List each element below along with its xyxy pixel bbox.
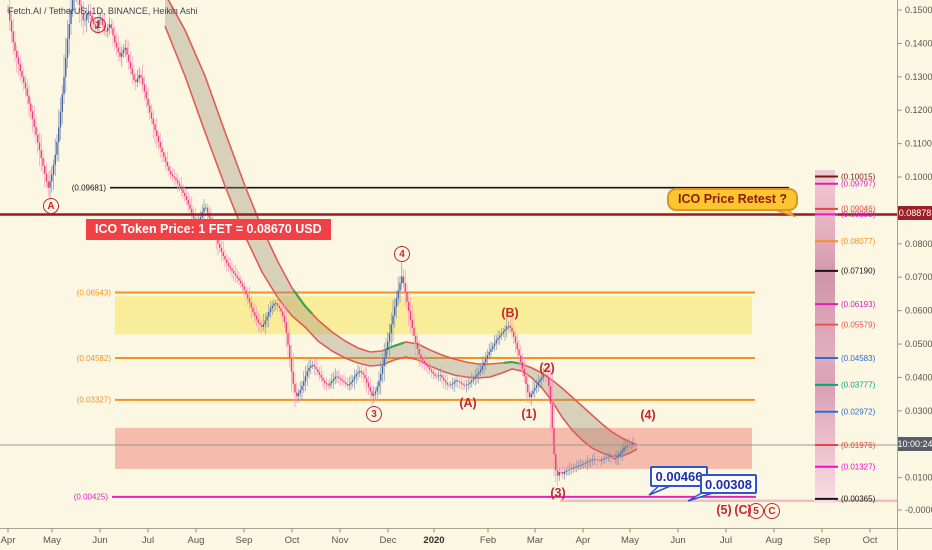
band-line-label: (0.00365) [841,495,876,504]
y-axis-label[interactable]: 0.01000 [905,473,932,483]
level-004582-label: (0.04582) [77,354,112,363]
down-bodies [9,0,636,476]
levels-layer[interactable]: (0.09681) (0.06543) (0.04582) (0.03327) (0.0… [72,183,897,502]
wave-label-5-circled[interactable]: 5 [748,503,764,519]
wave-label-1[interactable]: (1) [521,407,537,421]
ribbon-green-segment [293,290,313,315]
ico-line-axis-price-box: 0.08878 [898,206,932,220]
y-axis-label[interactable]: -0.00000 [905,505,932,515]
band-line-label: (0.08077) [841,237,876,246]
band-line-label: (0.04583) [841,354,876,363]
fib-band [815,170,835,503]
level-003327-label: (0.03327) [77,396,112,405]
x-axis-label[interactable]: Mar [527,535,543,546]
band-line-label: (0.10015) [841,172,876,181]
x-axis-label[interactable]: Jun [92,535,107,546]
band-legend: (0.10015)(0.09797) (0.09046)(0.08880) (0.0… [815,170,876,504]
x-axis-label[interactable]: Dec [380,535,397,546]
level-006543-label: (0.06543) [77,288,112,297]
wave-label-A-circled[interactable]: A [43,198,59,214]
candles [7,0,636,486]
level-009681-label: (0.09681) [72,183,107,192]
price-target-callout-2[interactable]: 0.00308 [700,474,757,494]
wave-label-4-circled[interactable]: 4 [394,246,410,262]
zones-layer[interactable] [115,296,752,469]
x-axis-label[interactable]: Aug [766,535,783,546]
ico-price-label[interactable]: ICO Token Price: 1 FET = 0.08670 USD [86,219,331,240]
x-axis-label[interactable]: Sep [814,535,831,546]
x-axis-label[interactable]: Jul [720,535,732,546]
x-axis-label[interactable]: Nov [332,535,349,546]
band-line-label: (0.07190) [841,267,876,276]
wave-label-C[interactable]: (C) [734,503,752,517]
x-axis-label[interactable]: May [43,535,61,546]
wave-label-2[interactable]: (2) [539,361,555,375]
band-line-label: (0.01976) [841,441,876,450]
x-axis-label[interactable]: Sep [236,535,253,546]
band-line-label: (0.09046) [841,205,876,214]
wave-label-1-circled[interactable]: 1 [90,17,106,33]
down-wicks [9,0,635,486]
ribbon-upper-edge [167,0,638,446]
price-target-callout-1[interactable]: 0.00466 [650,466,708,487]
wave-label-4[interactable]: (4) [640,408,656,422]
band-line-label: (0.09797) [841,180,876,189]
band-line-label: (0.05579) [841,320,876,329]
x-axis-label[interactable]: Feb [480,535,496,546]
up-wicks [7,0,634,481]
up-bodies [7,0,634,476]
x-axis-label[interactable]: Jun [670,535,685,546]
wave-label-3[interactable]: (3) [550,486,566,500]
x-axis-label[interactable]: Oct [285,535,300,546]
red-demand-zone[interactable] [115,427,752,469]
x-axis-label[interactable]: Aug [188,535,205,546]
yellow-resistance-zone[interactable] [115,296,752,335]
wave-label-B[interactable]: (B) [501,306,519,320]
bar-countdown-box: 10:00:24 [897,437,932,451]
band-line-label: (0.08880) [841,210,876,219]
band-line-label: (0.03777) [841,381,876,390]
symbol-title[interactable]: Fetch.AI / TetherUS, 1D, BINANCE, Heikin… [8,6,198,16]
x-axis-label[interactable]: Jul [142,535,154,546]
x-axis-label[interactable]: Apr [1,535,16,546]
x-axis-label[interactable]: May [621,535,639,546]
wave-label-3-circled[interactable]: 3 [366,406,382,422]
wave-label-A[interactable]: (A) [459,396,477,410]
x-axis-label[interactable]: Apr [576,535,591,546]
band-line-label: (0.02972) [841,408,876,417]
x-axis-label[interactable]: 2020 [423,535,444,546]
band-line-label: (0.01327) [841,463,876,472]
x-axis-label[interactable]: Oct [863,535,878,546]
ribbon-green-segment [385,341,405,351]
ico-retest-bubble[interactable]: ICO Price Retest ? [667,188,799,211]
level-000425-label: (0.00425) [74,493,109,502]
wave-label-5[interactable]: (5) [716,503,732,517]
wave-label-C-circled[interactable]: C [764,503,780,519]
band-line-label: (0.06193) [841,300,876,309]
